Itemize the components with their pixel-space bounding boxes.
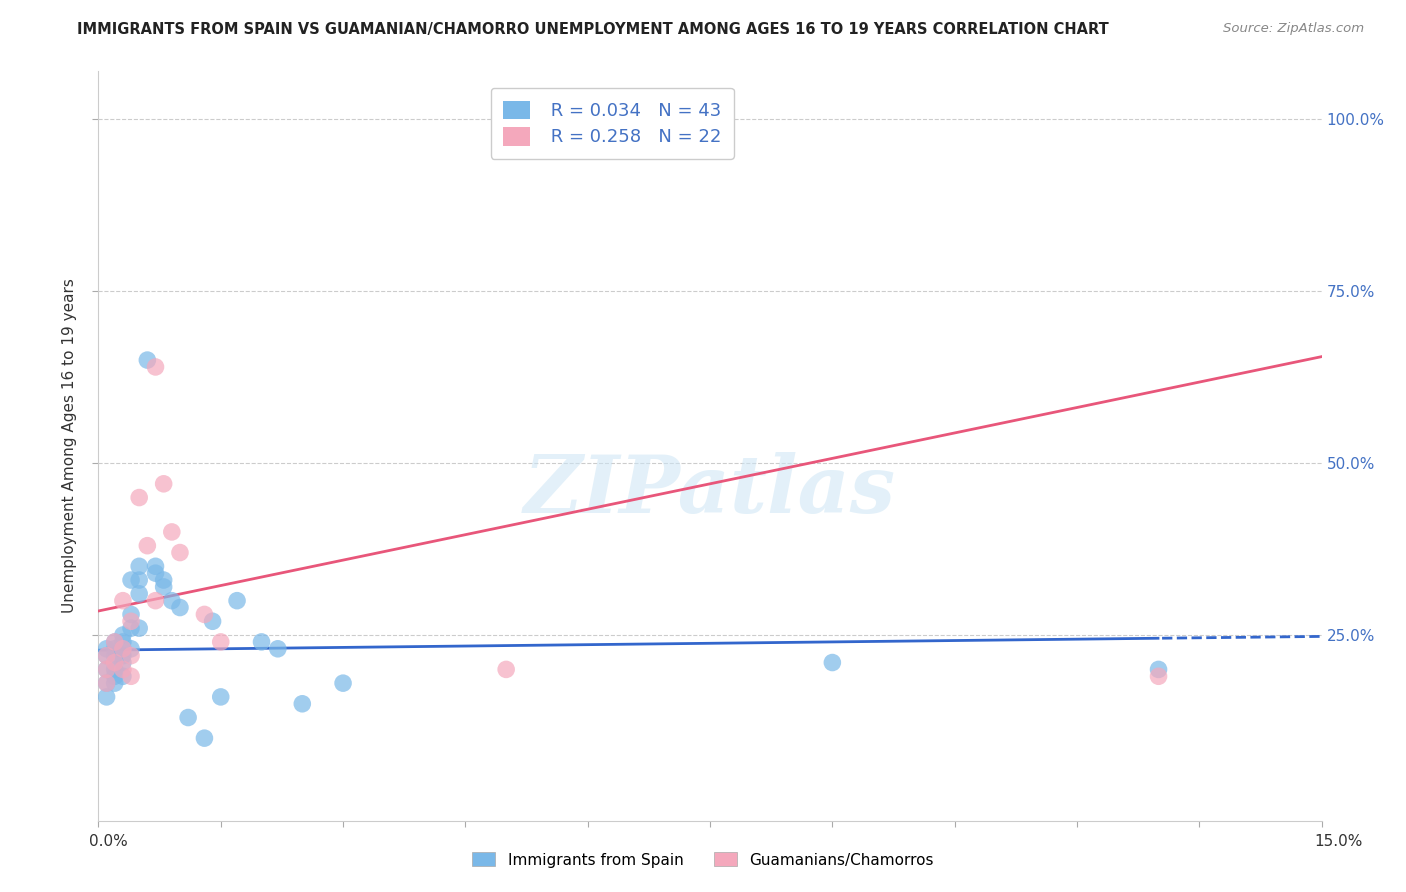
Point — [128, 587, 150, 601]
Point — [145, 359, 167, 374]
Point — [111, 648, 134, 663]
Point — [193, 607, 215, 622]
Point — [136, 539, 159, 553]
Point — [111, 662, 134, 676]
Point — [96, 662, 118, 676]
Point — [1147, 669, 1170, 683]
Point — [96, 676, 118, 690]
Point — [332, 676, 354, 690]
Point — [104, 676, 127, 690]
Point — [96, 662, 118, 676]
Point — [169, 600, 191, 615]
Point — [120, 607, 142, 622]
Legend:  R = 0.034   N = 43,  R = 0.258   N = 22: R = 0.034 N = 43, R = 0.258 N = 22 — [491, 88, 734, 159]
Text: Source: ZipAtlas.com: Source: ZipAtlas.com — [1223, 22, 1364, 36]
Point — [128, 559, 150, 574]
Point — [209, 690, 232, 704]
Point — [145, 559, 167, 574]
Point — [111, 593, 134, 607]
Point — [111, 669, 134, 683]
Point — [169, 545, 191, 559]
Point — [145, 566, 167, 581]
Point — [104, 648, 127, 663]
Point — [209, 635, 232, 649]
Point — [177, 710, 200, 724]
Point — [111, 635, 134, 649]
Point — [250, 635, 273, 649]
Text: ZIPatlas: ZIPatlas — [524, 452, 896, 530]
Point — [104, 635, 127, 649]
Point — [821, 656, 844, 670]
Point — [128, 491, 150, 505]
Point — [136, 353, 159, 368]
Point — [291, 697, 314, 711]
Text: 0.0%: 0.0% — [89, 834, 128, 848]
Point — [128, 573, 150, 587]
Point — [111, 628, 134, 642]
Point — [145, 593, 167, 607]
Point — [104, 669, 127, 683]
Point — [152, 573, 174, 587]
Point — [96, 648, 118, 663]
Point — [128, 621, 150, 635]
Point — [120, 615, 142, 629]
Point — [111, 641, 134, 656]
Text: IMMIGRANTS FROM SPAIN VS GUAMANIAN/CHAMORRO UNEMPLOYMENT AMONG AGES 16 TO 19 YEA: IMMIGRANTS FROM SPAIN VS GUAMANIAN/CHAMO… — [77, 22, 1109, 37]
Point — [226, 593, 249, 607]
Point — [152, 476, 174, 491]
Point — [104, 656, 127, 670]
Point — [104, 641, 127, 656]
Point — [96, 690, 118, 704]
Point — [160, 593, 183, 607]
Point — [267, 641, 290, 656]
Point — [111, 656, 134, 670]
Point — [104, 662, 127, 676]
Point — [495, 662, 517, 676]
Point — [120, 641, 142, 656]
Point — [120, 621, 142, 635]
Point — [111, 641, 134, 656]
Point — [120, 669, 142, 683]
Point — [193, 731, 215, 746]
Point — [1147, 662, 1170, 676]
Y-axis label: Unemployment Among Ages 16 to 19 years: Unemployment Among Ages 16 to 19 years — [62, 278, 77, 614]
Point — [201, 615, 224, 629]
Point — [160, 524, 183, 539]
Point — [120, 573, 142, 587]
Legend: Immigrants from Spain, Guamanians/Chamorros: Immigrants from Spain, Guamanians/Chamor… — [467, 847, 939, 873]
Point — [96, 641, 118, 656]
Point — [104, 635, 127, 649]
Point — [96, 648, 118, 663]
Point — [120, 648, 142, 663]
Point — [152, 580, 174, 594]
Point — [96, 676, 118, 690]
Text: 15.0%: 15.0% — [1315, 834, 1362, 848]
